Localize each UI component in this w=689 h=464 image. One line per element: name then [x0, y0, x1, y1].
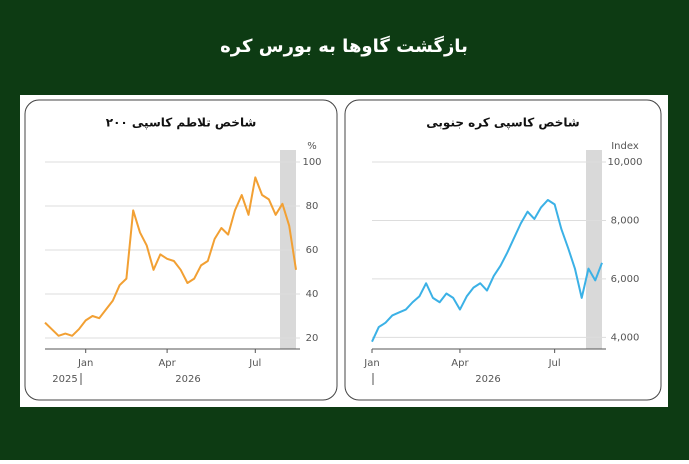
highlight — [586, 150, 602, 349]
y-unit: % — [307, 141, 317, 152]
year-label: 2025 — [52, 374, 77, 385]
y-tick-label: 80 — [306, 201, 319, 212]
y-tick-label: 40 — [306, 289, 319, 300]
y-tick-label: 100 — [302, 157, 321, 168]
x-tick-label: Jul — [248, 358, 261, 369]
year-label: 2026 — [175, 374, 200, 385]
line — [371, 198, 603, 343]
x-tick-label: Jan — [363, 358, 379, 369]
line — [44, 176, 297, 337]
year-label: 2026 — [475, 374, 500, 385]
card — [344, 99, 662, 401]
chart-title: شاخص کاسپی کره جنوبی — [426, 116, 579, 131]
y-tick-label: 8,000 — [611, 215, 640, 226]
y-tick-label: 6,000 — [611, 274, 640, 285]
y-unit: Index — [611, 141, 639, 152]
y-tick-label: 4,000 — [611, 332, 640, 343]
x-tick-label: Jan — [77, 358, 93, 369]
page-title: بازگشت گاوها به بورس کره — [220, 35, 468, 57]
y-tick-label: 20 — [306, 333, 319, 344]
x-tick-label: Apr — [451, 358, 469, 369]
chart-title: شاخص تلاطم کاسپی ۲۰۰ — [106, 116, 257, 130]
y-tick-label: 60 — [306, 245, 319, 256]
y-tick-label: 10,000 — [608, 157, 643, 168]
x-tick-label: Jul — [548, 358, 561, 369]
x-tick-label: Apr — [158, 358, 176, 369]
